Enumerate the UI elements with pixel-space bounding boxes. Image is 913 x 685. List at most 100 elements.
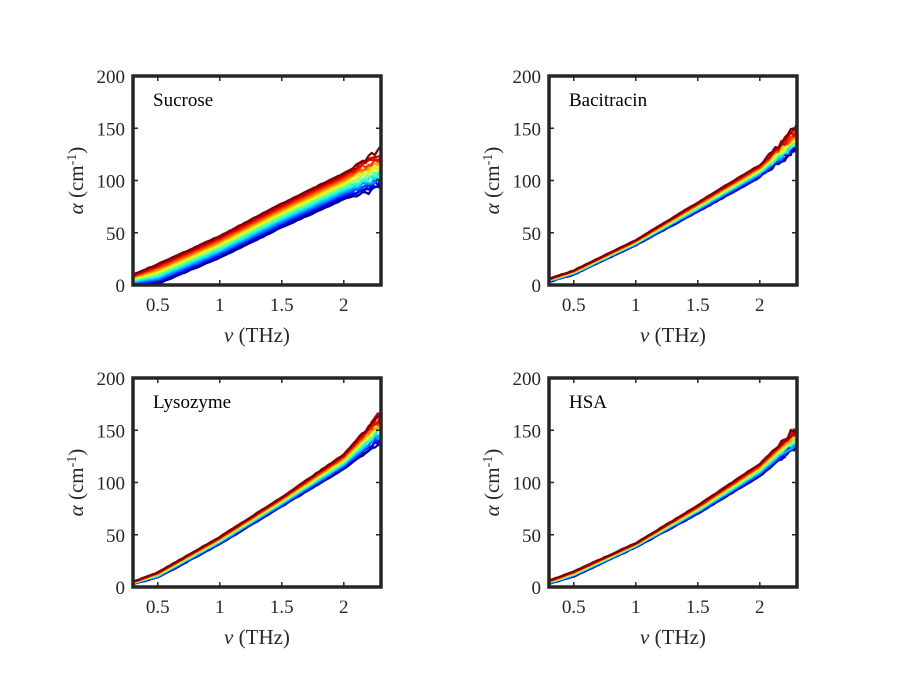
axes-frame <box>547 376 799 589</box>
axes-frame <box>131 376 383 589</box>
x-axis-unit: (THz) <box>233 323 290 347</box>
y-tick-label: 100 <box>513 474 542 495</box>
series-line <box>549 141 797 283</box>
x-tick-label: 0.5 <box>562 295 586 316</box>
x-tick-label: 1 <box>215 597 225 618</box>
series-line <box>549 439 797 584</box>
series-line <box>133 180 381 285</box>
x-tick-label: 1.5 <box>270 597 294 618</box>
series-line <box>549 430 797 583</box>
y-tick-label: 100 <box>513 172 542 193</box>
y-tick-label: 0 <box>116 578 126 599</box>
series-line <box>133 185 381 285</box>
series-line <box>549 140 797 283</box>
y-axis-unit: (cm <box>64 165 88 203</box>
series-group <box>549 122 797 283</box>
series-line <box>549 127 797 281</box>
series-line <box>549 125 797 281</box>
series-line <box>133 416 381 584</box>
x-axis-symbol: ν <box>224 323 234 347</box>
y-axis-close: ) <box>480 147 504 154</box>
series-line <box>133 419 381 585</box>
x-tick-label: 1.5 <box>270 295 294 316</box>
x-tick-label: 1 <box>631 597 641 618</box>
x-axis-symbol: ν <box>224 625 234 649</box>
series-line <box>549 136 797 282</box>
y-tick-label: 150 <box>513 421 542 442</box>
series-line <box>549 141 797 282</box>
axes-frame <box>547 74 799 287</box>
y-axis-symbol: α <box>64 202 88 214</box>
subplot-sucrose: 0 50 100 150 200 0.5 1 1.5 2 Sucrose ν (THz) α (cm-… <box>64 67 383 347</box>
y-tick-label: 150 <box>97 119 126 140</box>
y-axis-label: α (cm-1) <box>64 449 88 517</box>
y-axis-exponent: -1 <box>481 456 496 468</box>
y-axis-label: α (cm-1) <box>64 147 88 215</box>
series-line <box>133 157 381 278</box>
y-axis-exponent: -1 <box>65 154 80 166</box>
series-line <box>133 144 381 276</box>
series-line <box>549 428 797 584</box>
y-axis-unit: (cm <box>64 467 88 505</box>
x-axis-symbol: ν <box>640 323 650 347</box>
series-line <box>549 438 797 584</box>
series-line <box>549 426 797 583</box>
series-line <box>133 418 381 584</box>
x-axis-label: ν (THz) <box>640 625 706 649</box>
series-line <box>549 430 797 582</box>
series-line <box>549 130 797 281</box>
series-line <box>133 426 381 584</box>
y-axis-exponent: -1 <box>481 154 496 166</box>
series-line <box>549 428 797 582</box>
series-line <box>133 424 381 584</box>
series-line <box>549 439 797 584</box>
y-axis-label: α (cm-1) <box>480 147 504 215</box>
series-line <box>549 433 797 584</box>
series-line <box>549 439 797 585</box>
y-tick-label: 50 <box>106 526 125 547</box>
x-tick-label: 1 <box>631 295 641 316</box>
panel-title: HSA <box>569 392 607 413</box>
y-tick-label: 0 <box>532 578 542 599</box>
series-line <box>133 410 381 584</box>
x-tick-label: 0.5 <box>146 295 170 316</box>
panel-title: Sucrose <box>153 90 213 111</box>
x-axis-unit: (THz) <box>233 625 290 649</box>
series-line <box>549 122 797 281</box>
x-axis-unit: (THz) <box>649 323 706 347</box>
y-tick-label: 150 <box>513 119 542 140</box>
y-tick-label: 50 <box>522 526 541 547</box>
y-tick-label: 50 <box>106 224 125 245</box>
y-tick-label: 200 <box>513 67 542 88</box>
series-line <box>549 138 797 282</box>
y-tick-label: 100 <box>97 474 126 495</box>
series-line <box>549 434 797 584</box>
x-tick-label: 2 <box>755 597 765 618</box>
y-axis-symbol: α <box>64 504 88 516</box>
y-tick-label: 200 <box>97 369 126 390</box>
series-line <box>549 136 797 283</box>
x-tick-label: 2 <box>339 295 349 316</box>
y-tick-label: 0 <box>532 276 542 297</box>
series-line <box>133 163 381 282</box>
series-group <box>133 144 381 285</box>
x-tick-label: 1.5 <box>686 295 710 316</box>
subplot-hsa: 0 50 100 150 200 0.5 1 1.5 2 HSA ν (THz) α (cm-1) <box>480 369 799 649</box>
series-line <box>549 133 797 281</box>
series-line <box>133 172 381 283</box>
x-axis-label: ν (THz) <box>224 625 290 649</box>
series-line <box>133 414 381 583</box>
y-axis-unit: (cm <box>480 165 504 203</box>
series-line <box>549 133 797 282</box>
series-line <box>549 435 797 584</box>
y-axis-label: α (cm-1) <box>480 449 504 517</box>
series-line <box>133 156 381 277</box>
axes-frame <box>131 74 383 287</box>
y-axis-exponent: -1 <box>65 456 80 468</box>
subplot-bacitracin: 0 50 100 150 200 0.5 1 1.5 2 Bacitracin ν (THz) α (… <box>480 67 799 347</box>
x-axis-unit: (THz) <box>649 625 706 649</box>
series-line <box>133 420 381 584</box>
y-tick-label: 50 <box>522 224 541 245</box>
series-line <box>133 178 381 285</box>
